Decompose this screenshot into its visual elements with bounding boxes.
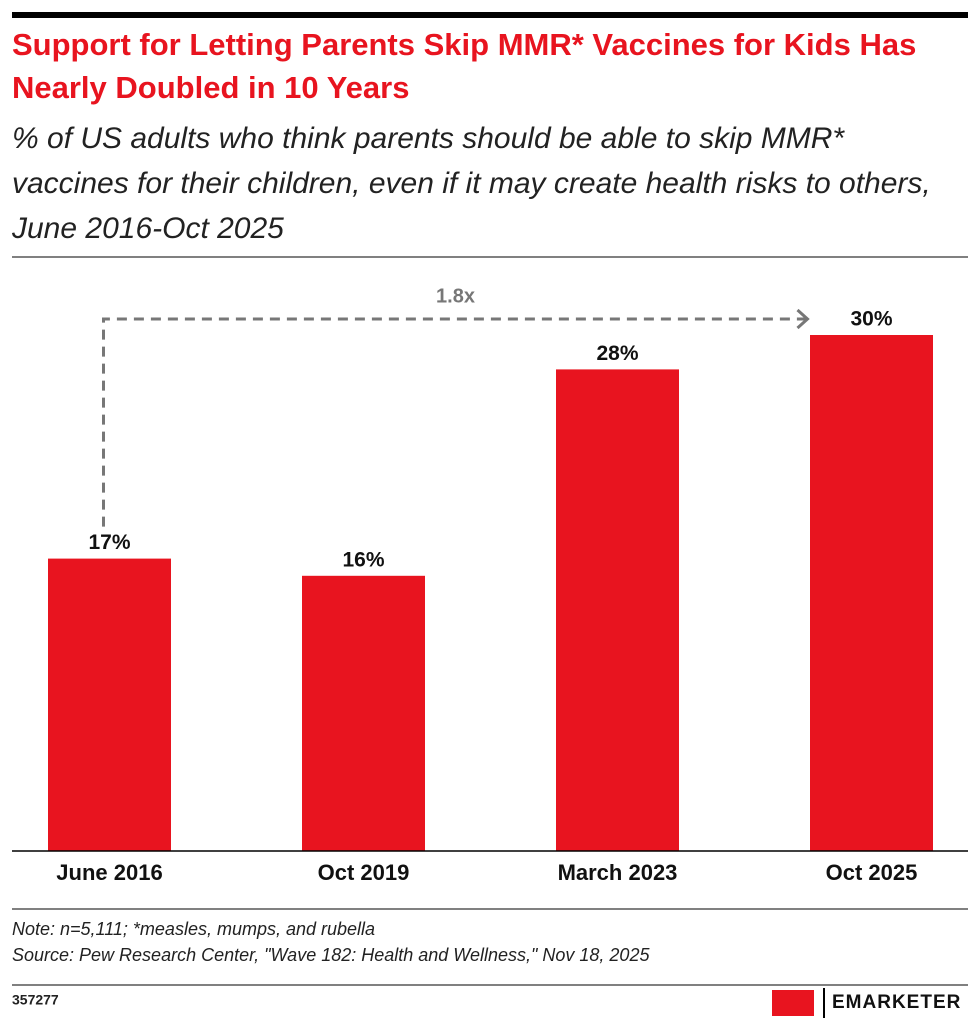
value-label: 17% bbox=[88, 531, 130, 554]
logo-mark bbox=[772, 990, 814, 1016]
annotation-label: 1.8x bbox=[436, 285, 475, 307]
annotation-arrow bbox=[102, 317, 808, 527]
chart-id: 357277 bbox=[12, 992, 59, 1008]
bar bbox=[556, 369, 679, 851]
x-tick-label: March 2023 bbox=[558, 860, 678, 885]
value-label: 30% bbox=[850, 308, 892, 331]
brand: EMARKETER bbox=[832, 992, 961, 1013]
x-tick-label: Oct 2019 bbox=[318, 860, 410, 885]
x-tick-label: June 2016 bbox=[56, 860, 162, 885]
source: Source: Pew Research Center, "Wave 182: … bbox=[12, 945, 650, 965]
chart-subtitle: % of US adults who think parents should … bbox=[11, 122, 931, 245]
bar bbox=[302, 575, 425, 851]
x-tick-label: Oct 2025 bbox=[826, 860, 918, 885]
arrow-head bbox=[796, 308, 810, 330]
bar bbox=[810, 335, 933, 851]
value-label: 28% bbox=[596, 342, 638, 365]
top-rule bbox=[12, 12, 968, 18]
bar bbox=[48, 558, 171, 851]
chart-title: Support for Letting Parents Skip MMR* Va… bbox=[12, 27, 916, 105]
note: Note: n=5,111; *measles, mumps, and rube… bbox=[12, 919, 375, 939]
value-label: 16% bbox=[342, 548, 384, 571]
logo: EMARKETER bbox=[772, 988, 961, 1018]
